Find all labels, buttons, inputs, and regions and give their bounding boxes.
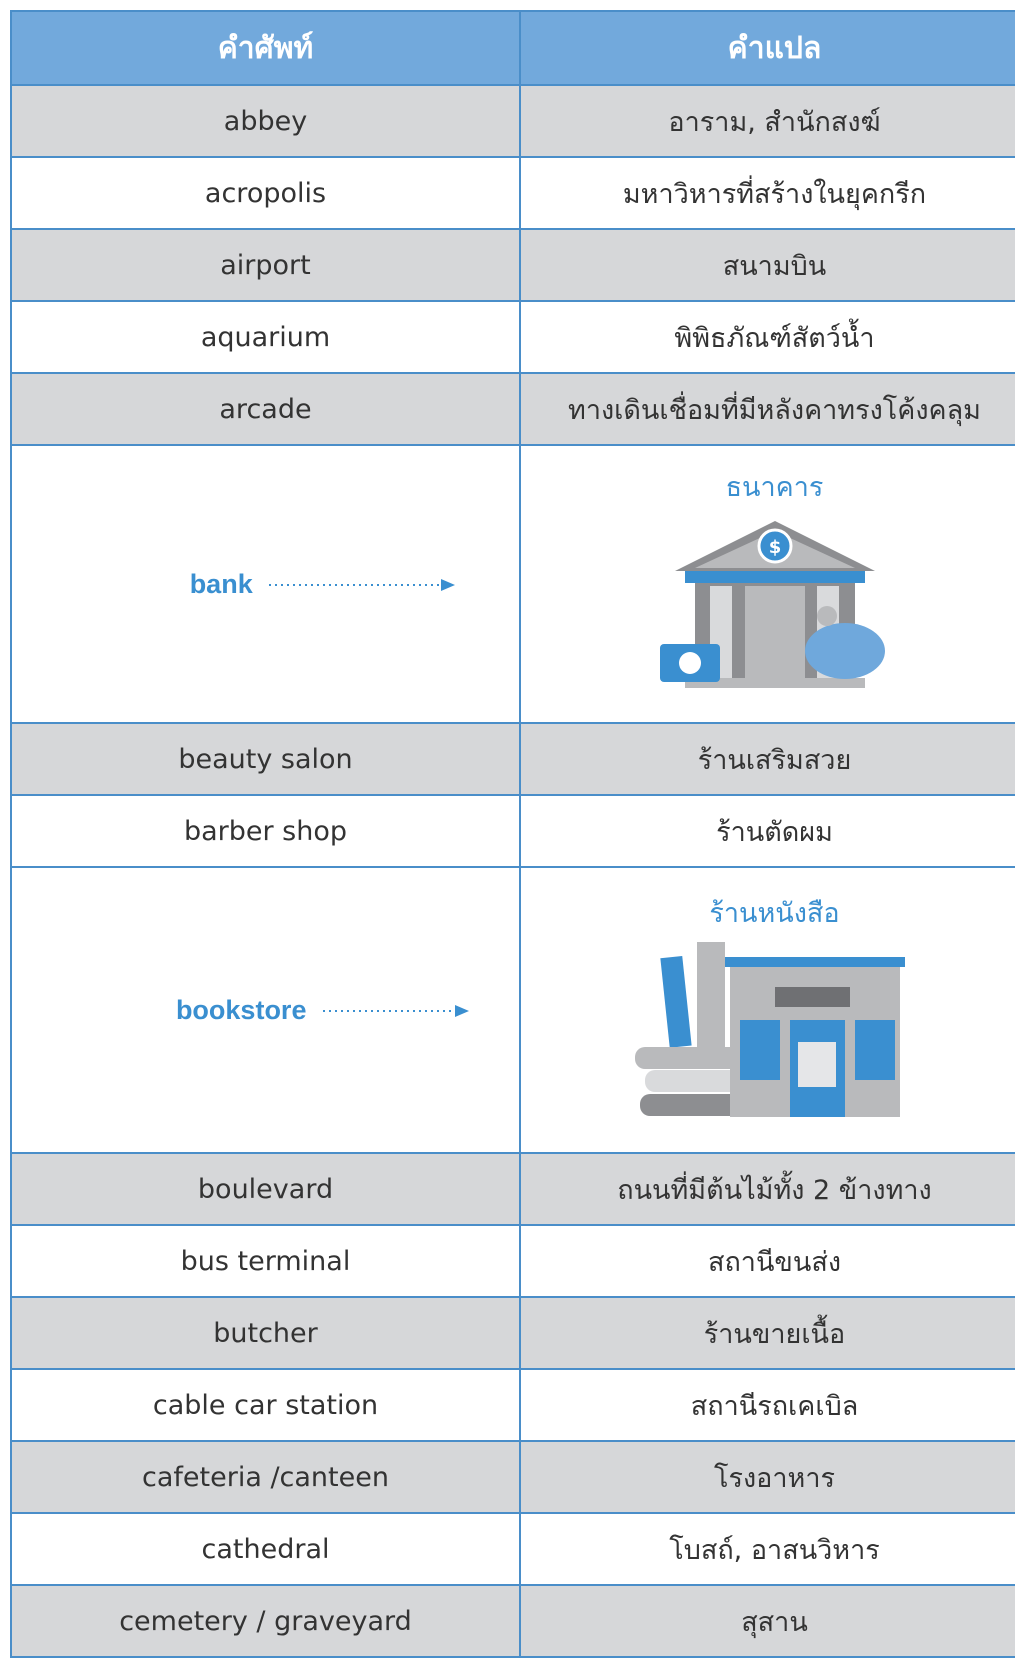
- header-cell: คำแปล: [519, 10, 1015, 86]
- term: acropolis: [10, 156, 521, 230]
- header-row: คำศัพท์ คำแปล: [10, 10, 1015, 86]
- translation: ถนนที่มีต้นไม้ทั้ง 2 ข้างทาง: [519, 1152, 1015, 1226]
- term: beauty salon: [10, 722, 521, 796]
- row: boulevard ถนนที่มีต้นไม้ทั้ง 2 ข้างทาง: [10, 1152, 1015, 1226]
- row: cemetery / graveyard สุสาน: [10, 1584, 1015, 1658]
- svg-text:$: $: [768, 537, 781, 558]
- row: barber shop ร้านตัดผม: [10, 794, 1015, 868]
- header-cell: คำศัพท์: [10, 10, 521, 86]
- translation: ร้านขายเนื้อ: [519, 1296, 1015, 1370]
- vocab-table: คำศัพท์ คำแปล abbey อาราม, สำนักสงฆ์ acrop…: [10, 10, 1015, 1658]
- translation: โบสถ์, อาสนวิหาร: [519, 1512, 1015, 1586]
- row: cathedral โบสถ์, อาสนวิหาร: [10, 1512, 1015, 1586]
- term: airport: [10, 228, 521, 302]
- term: abbey: [10, 84, 521, 158]
- row: beauty salon ร้านเสริมสวย: [10, 722, 1015, 796]
- bookstore-illustration: [634, 942, 905, 1117]
- translation: ทางเดินเชื่อมที่มีหลังคาทรงโค้งคลุม: [519, 372, 1015, 446]
- translation: สุสาน: [519, 1584, 1015, 1658]
- arrow: [269, 579, 456, 591]
- row: abbey อาราม, สำนักสงฆ์: [10, 84, 1015, 158]
- row: bank ธนาคาร $: [10, 444, 1015, 724]
- row: cable car station สถานีรถเคเบิล: [10, 1368, 1015, 1442]
- row: aquarium พิพิธภัณฑ์สัตว์น้ำ: [10, 300, 1015, 374]
- row: arcade ทางเดินเชื่อมที่มีหลังคาทรงโค้งคลุ…: [10, 372, 1015, 446]
- row: cafeteria /canteen โรงอาหาร: [10, 1440, 1015, 1514]
- row: bus terminal สถานีขนส่ง: [10, 1224, 1015, 1298]
- arrow: [323, 1005, 470, 1017]
- term-cell: bookstore: [10, 866, 521, 1154]
- translation: สถานีรถเคเบิล: [519, 1368, 1015, 1442]
- translation: สนามบิน: [519, 228, 1015, 302]
- row: bookstore ร้านหนังสือ: [10, 866, 1015, 1154]
- term: bookstore: [175, 994, 307, 1025]
- row: airport สนามบิน: [10, 228, 1015, 302]
- translation: พิพิธภัณฑ์สัตว์น้ำ: [519, 300, 1015, 374]
- translation: ธนาคาร: [725, 472, 824, 503]
- term: cemetery / graveyard: [10, 1584, 521, 1658]
- term: bank: [189, 568, 253, 599]
- row: butcher ร้านขายเนื้อ: [10, 1296, 1015, 1370]
- term: barber shop: [10, 794, 521, 868]
- translation: สถานีขนส่ง: [519, 1224, 1015, 1298]
- term: butcher: [10, 1296, 521, 1370]
- term: cathedral: [10, 1512, 521, 1586]
- translation: โรงอาหาร: [519, 1440, 1015, 1514]
- term-cell: bank: [10, 444, 521, 724]
- term: cable car station: [10, 1368, 521, 1442]
- translation: ร้านตัดผม: [519, 794, 1015, 868]
- term: bus terminal: [10, 1224, 521, 1298]
- term: aquarium: [10, 300, 521, 374]
- translation-cell: ร้านหนังสือ: [519, 866, 1015, 1154]
- translation: ร้านหนังสือ: [709, 898, 840, 929]
- row: acropolis มหาวิหารที่สร้างในยุคกรีก: [10, 156, 1015, 230]
- translation-cell: ธนาคาร $: [519, 444, 1015, 724]
- translation: มหาวิหารที่สร้างในยุคกรีก: [519, 156, 1015, 230]
- term: arcade: [10, 372, 521, 446]
- translation: ร้านเสริมสวย: [519, 722, 1015, 796]
- term: boulevard: [10, 1152, 521, 1226]
- translation: อาราม, สำนักสงฆ์: [519, 84, 1015, 158]
- bank-illustration: $: [659, 521, 885, 688]
- term: cafeteria /canteen: [10, 1440, 521, 1514]
